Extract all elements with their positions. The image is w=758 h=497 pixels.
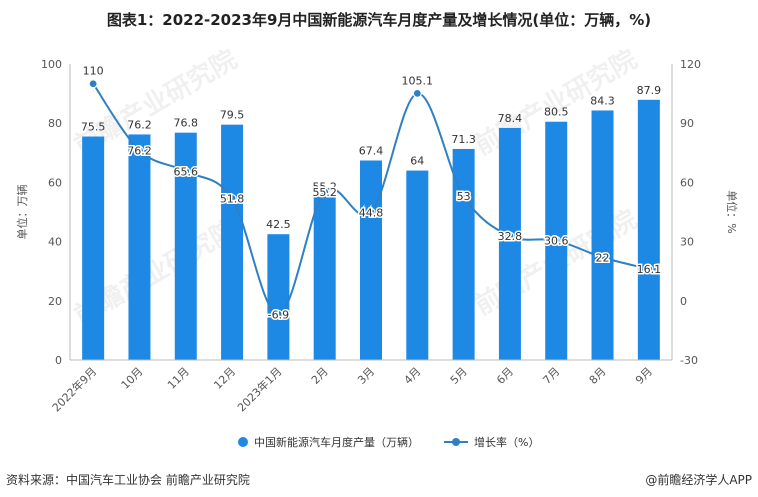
line-value-label: 105.1	[402, 74, 434, 87]
bar	[591, 110, 614, 360]
bar-value-label: 76.8	[174, 117, 199, 130]
bar	[452, 148, 475, 360]
x-tick-label: 3月	[355, 365, 377, 387]
line-point	[644, 264, 654, 274]
bar-value-label: 79.5	[220, 109, 245, 122]
bar	[498, 127, 521, 360]
line-point	[88, 79, 98, 89]
y-tick-right: 120	[680, 58, 701, 71]
line-point	[227, 193, 237, 204]
line-value-label: 55.2	[312, 186, 337, 199]
x-tick-label: 8月	[587, 365, 609, 387]
line-value-label: 51.8	[220, 193, 245, 206]
y-axis-left-label: 单位：万辆	[15, 185, 29, 240]
x-tick-label: 9月	[633, 365, 655, 387]
line-point	[366, 207, 376, 217]
line-value-label: 76.2	[127, 144, 152, 157]
line-value-label: 16.1	[637, 263, 662, 276]
bar-value-label: 67.4	[359, 144, 384, 157]
y-tick-left: 0	[55, 354, 62, 367]
bar	[360, 160, 382, 360]
legend-line-label: 增长率（%）	[474, 435, 539, 449]
bar	[221, 124, 244, 361]
x-tick-label: 11月	[165, 365, 192, 392]
bar-value-label: 64	[410, 155, 424, 168]
line-value-label: 44.8	[359, 206, 384, 219]
bar	[406, 170, 429, 360]
line-point	[320, 187, 330, 197]
bar	[267, 234, 290, 360]
line-point	[597, 252, 608, 262]
x-tick-label: 4月	[402, 365, 424, 387]
y-tick-right: 0	[680, 295, 687, 308]
bar-value-label: 87.9	[637, 84, 662, 97]
legend-bar-marker	[238, 437, 248, 447]
y-tick-right: -30	[680, 354, 698, 367]
bar	[128, 134, 151, 360]
x-tick-label: 7月	[540, 365, 562, 387]
y-axis-right: -30 0 30 60 90 120	[671, 58, 701, 367]
line-series: 110 76.2 65.6 51.8 -6.9 55.2 44.8 105.1 53 32.8 30…	[81, 63, 662, 323]
line-point	[551, 235, 561, 246]
line-point	[412, 88, 422, 99]
line-point	[459, 191, 469, 201]
x-tick-label: 2月	[309, 365, 331, 387]
y-tick-left: 60	[48, 176, 62, 189]
bar	[313, 196, 336, 360]
line-value-label: -6.9	[268, 308, 289, 321]
x-tick-label: 10月	[119, 365, 146, 392]
x-tick-label: 5月	[448, 365, 470, 387]
legend: 中国新能源汽车月度产量（万辆） 增长率（%）	[238, 435, 539, 449]
line-point	[181, 166, 191, 176]
x-tick-label: 12月	[211, 365, 238, 392]
y-axis-left: 0 20 40 60 80 100	[41, 58, 71, 367]
y-tick-left: 80	[48, 117, 62, 130]
bar-value-label: 71.3	[451, 133, 476, 146]
line-point	[134, 145, 145, 156]
line-value-label: 110	[83, 65, 104, 78]
line-point	[505, 231, 515, 241]
line-value-label: 30.6	[544, 234, 569, 247]
line-value-label: 65.6	[174, 165, 199, 178]
line-point	[273, 309, 283, 320]
bar-value-label: 55.2	[312, 181, 337, 194]
bar-value-label: 75.5	[81, 121, 106, 134]
bar-value-label: 84.3	[590, 94, 615, 107]
bar-series: 75.5 76.2 76.8 79.5 42.5 55.2 67.4 64 71.3 78.4 80…	[81, 84, 662, 361]
credit-note: @前瞻经济学人APP	[645, 472, 752, 487]
bar-value-label: 78.4	[498, 112, 523, 125]
y-tick-left: 20	[48, 295, 62, 308]
y-tick-right: 60	[680, 176, 694, 189]
line-value-label: 22	[596, 251, 610, 264]
legend-bar-label: 中国新能源汽车月度产量（万辆）	[254, 435, 419, 449]
y-axis-right-label: 单位：%	[725, 190, 739, 233]
bar	[174, 132, 197, 360]
y-tick-left: 100	[41, 58, 62, 71]
y-tick-right: 90	[680, 117, 694, 130]
bar-value-label: 42.5	[266, 218, 291, 231]
y-tick-left: 40	[48, 236, 62, 249]
x-tick-label: 2022年9月	[49, 364, 99, 414]
bar	[637, 99, 660, 360]
bar	[82, 136, 105, 360]
chart-title: 图表1：2022-2023年9月中国新能源汽车月度产量及增长情况(单位：万辆，%…	[107, 11, 651, 29]
x-tick-label: 6月	[494, 365, 516, 387]
source-note: 资料来源：中国汽车工业协会 前瞻产业研究院	[6, 472, 250, 487]
bar-value-label: 76.2	[127, 118, 152, 131]
legend-line-marker	[452, 438, 460, 446]
line-value-label: 32.8	[498, 230, 523, 243]
y-tick-right: 30	[680, 236, 694, 249]
line-value-label: 53	[457, 190, 471, 203]
bar-value-label: 80.5	[544, 106, 569, 119]
x-tick-label: 2023年1月	[234, 364, 284, 414]
